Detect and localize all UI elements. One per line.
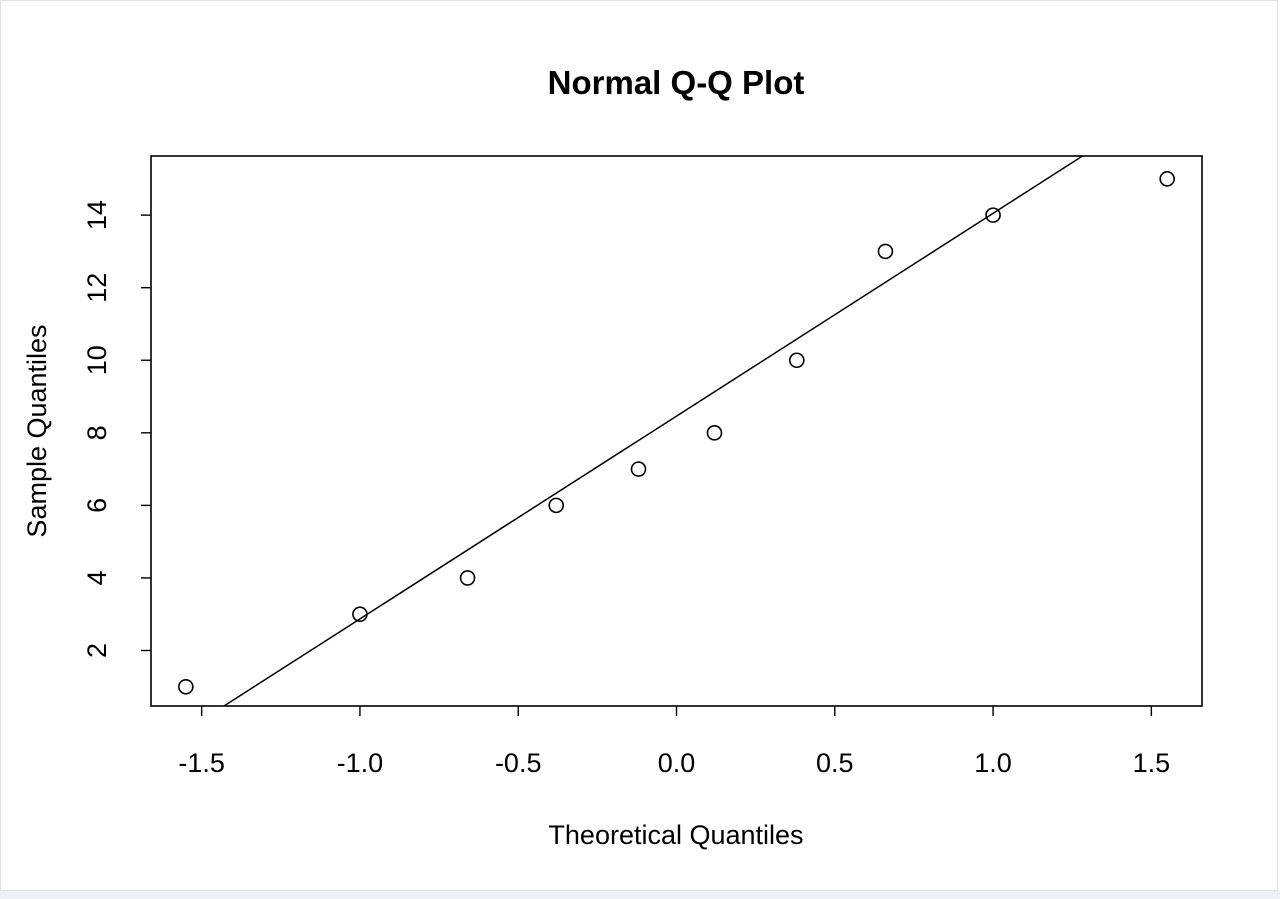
y-tick-label: 10 (82, 345, 112, 375)
data-point (1159, 171, 1175, 187)
y-tick-label: 4 (82, 570, 112, 585)
x-tick-label: -1.5 (178, 748, 225, 778)
window-bottom-edge (0, 891, 1280, 899)
x-tick-label: 1.0 (974, 748, 1012, 778)
reference-line-group (223, 155, 1083, 707)
data-point (352, 606, 368, 623)
y-tick-label: 14 (82, 200, 112, 230)
x-axis-label: Theoretical Quantiles (548, 820, 803, 850)
y-tick-label: 2 (82, 643, 112, 658)
x-tick-label: 0.0 (658, 748, 696, 778)
y-tick-label: 6 (82, 498, 112, 513)
data-point (548, 497, 565, 514)
data-point (877, 243, 894, 260)
y-axis-label: Sample Quantiles (22, 324, 52, 537)
data-point (706, 425, 723, 441)
y-axis: 2 4 6 8 10 12 14 (82, 200, 151, 658)
data-point (630, 461, 647, 477)
chart-title: Normal Q-Q Plot (548, 64, 805, 101)
y-tick-label: 12 (82, 273, 112, 303)
x-tick-label: -1.0 (337, 748, 384, 778)
data-point (178, 678, 194, 695)
data-point (459, 570, 476, 586)
x-tick-label: 1.5 (1133, 748, 1171, 778)
x-tick-label: -0.5 (495, 748, 542, 778)
data-point (985, 207, 1001, 223)
data-points (178, 171, 1175, 695)
x-axis: -1.5 -1.0 -0.5 0.0 0.5 1.0 1.5 (178, 706, 1170, 778)
data-point (788, 352, 805, 369)
qq-reference-line (223, 155, 1083, 707)
plot-area-box (150, 155, 1203, 707)
x-tick-label: 0.5 (816, 748, 854, 778)
y-tick-label: 8 (82, 425, 112, 440)
